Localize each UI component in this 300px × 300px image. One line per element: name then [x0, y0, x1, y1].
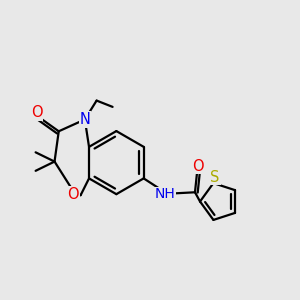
Text: O: O [67, 187, 79, 202]
Text: NH: NH [154, 188, 175, 201]
Text: S: S [210, 170, 220, 185]
Text: N: N [80, 112, 90, 127]
Text: O: O [192, 159, 204, 174]
Text: O: O [31, 105, 42, 120]
